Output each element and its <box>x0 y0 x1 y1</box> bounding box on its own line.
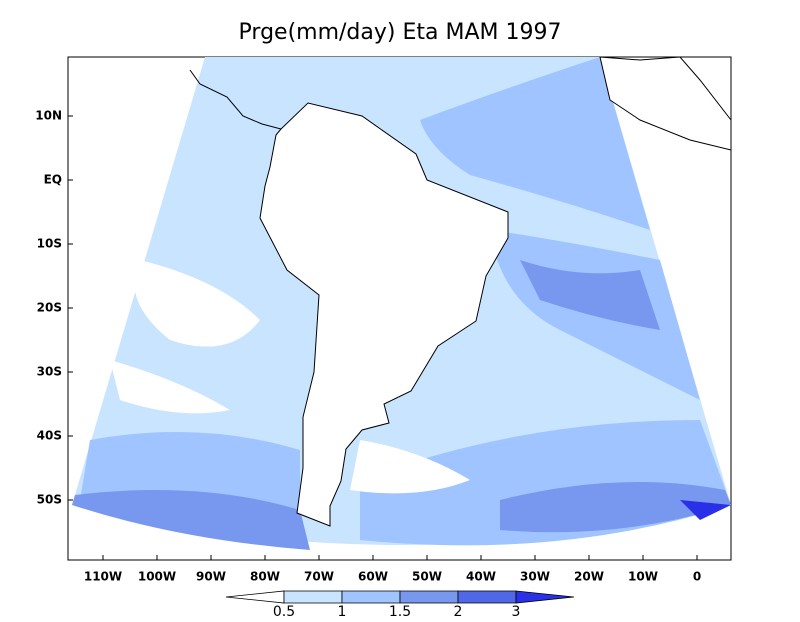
lat-label: 40S <box>37 429 62 443</box>
lat-label: 20S <box>37 301 62 315</box>
colorbar-label: 0.5 <box>273 604 295 618</box>
axes: 10N EQ 10S 20S 30S 40S 50S 110W 100W 90W 80W 70W 60W… <box>35 109 701 584</box>
lon-label: 80W <box>250 570 280 584</box>
lon-label: 60W <box>358 570 388 584</box>
colorbar-label: 2 <box>454 604 463 618</box>
lon-label: 40W <box>466 570 496 584</box>
lat-label: 10N <box>35 109 62 123</box>
lon-label: 100W <box>138 570 176 584</box>
lat-label: 30S <box>37 365 62 379</box>
colorbar-swatch <box>225 590 285 604</box>
colorbar-swatch <box>457 590 517 604</box>
colorbar-swatch <box>399 590 459 604</box>
lon-label: 20W <box>574 570 604 584</box>
lon-label: 70W <box>304 570 334 584</box>
lat-label: EQ <box>44 173 62 187</box>
coastlines <box>189 56 732 527</box>
lon-label: 30W <box>520 570 550 584</box>
lon-label: 10W <box>628 570 658 584</box>
lon-label: 90W <box>196 570 226 584</box>
colorbar-swatch <box>515 590 575 604</box>
colorbar-label: 3 <box>512 604 521 618</box>
colorbar-swatch <box>341 590 401 604</box>
colorbar: 0.5 1 1.5 2 3 <box>225 590 575 620</box>
colorbar-label: 1.5 <box>389 604 411 618</box>
lon-label: 110W <box>84 570 122 584</box>
lat-label: 50S <box>37 493 62 507</box>
map-title: Prge(mm/day) Eta MAM 1997 <box>239 20 562 45</box>
lat-label: 10S <box>37 237 62 251</box>
colorbar-swatch <box>283 590 343 604</box>
lon-label: 0 <box>693 570 701 584</box>
lon-label: 50W <box>412 570 442 584</box>
colorbar-label: 1 <box>338 604 347 618</box>
